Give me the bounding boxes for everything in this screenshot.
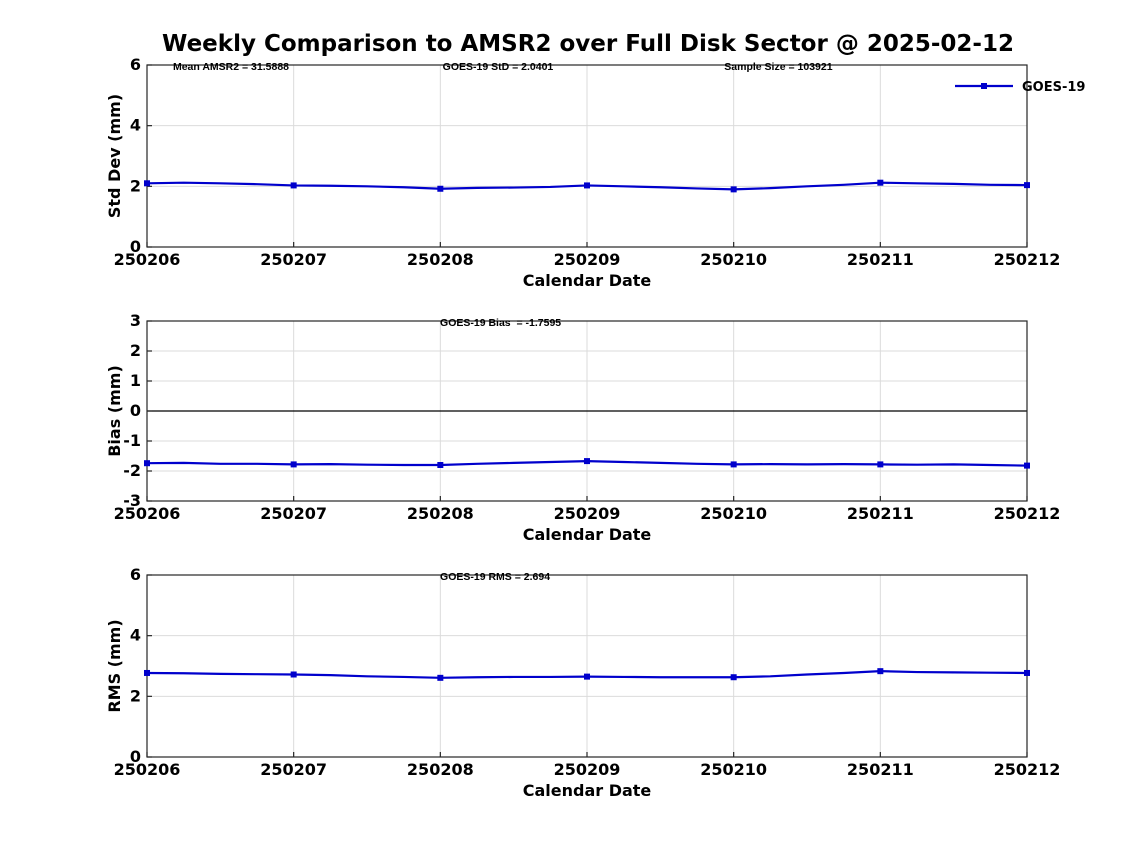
y-tick-label: -3 [123, 491, 141, 510]
y-tick-label: 4 [130, 626, 141, 645]
x-tick-label: 250212 [994, 250, 1061, 269]
y-axis-label: RMS (mm) [105, 619, 124, 712]
data-point-marker [290, 671, 297, 678]
rms-chart: 250206 250207 250208 250209 250210 250211 2502… [105, 565, 1061, 800]
data-point-marker [584, 182, 590, 189]
data-point-marker [584, 458, 590, 465]
stat-annotation: GOES-19 Bias = -1.7595 [440, 317, 561, 329]
x-axis-label: Calendar Date [523, 271, 652, 290]
bias-chart: 250206 250207 250208 250209 250210 250211 2502… [105, 311, 1061, 544]
x-axis-label: Calendar Date [523, 525, 652, 544]
y-tick-label: 0 [130, 237, 141, 256]
y-tick-label: 2 [130, 686, 141, 705]
y-tick-label: 6 [130, 55, 141, 74]
x-tick-label: 250210 [700, 250, 767, 269]
data-point-marker [730, 674, 737, 681]
stat-annotation: GOES-19 RMS = 2.694 [440, 571, 550, 583]
figure-title: Weekly Comparison to AMSR2 over Full Dis… [162, 31, 1014, 57]
x-tick-label: 250210 [700, 504, 767, 523]
y-axis-label: Bias (mm) [105, 365, 124, 457]
x-tick-label: 250209 [554, 504, 621, 523]
data-point-marker [144, 180, 150, 187]
data-point-marker [584, 673, 590, 680]
data-point-marker [144, 460, 150, 467]
stat-annotation: Sample Size = 103921 [724, 61, 832, 73]
data-point-marker [437, 462, 444, 468]
data-point-marker [877, 179, 884, 186]
data-point-marker [437, 185, 444, 192]
x-tick-label: 250212 [994, 760, 1061, 779]
x-tick-label: 250206 [114, 760, 181, 779]
data-point-marker [437, 674, 444, 681]
stat-annotation: Mean AMSR2 = 31.5888 [173, 61, 289, 73]
data-point-marker [1024, 462, 1030, 469]
data-point-marker [144, 669, 150, 676]
y-tick-label: 0 [130, 401, 141, 420]
x-tick-label: 250206 [114, 250, 181, 269]
y-tick-label: 3 [130, 311, 141, 330]
x-tick-label: 250208 [407, 760, 474, 779]
data-point-marker [877, 668, 884, 675]
data-point-marker [290, 461, 297, 468]
data-point-marker [1024, 182, 1030, 189]
y-tick-label: -2 [123, 461, 141, 480]
x-tick-label: 250211 [847, 760, 914, 779]
y-tick-label: 4 [130, 116, 141, 135]
x-tick-label: 250210 [700, 760, 767, 779]
x-tick-label: 250207 [260, 250, 327, 269]
x-axis-label: Calendar Date [523, 781, 652, 800]
x-tick-label: 250208 [407, 250, 474, 269]
x-tick-label: 250207 [260, 504, 327, 523]
x-tick-label: 250209 [554, 250, 621, 269]
x-tick-label: 250206 [114, 504, 181, 523]
y-tick-label: -1 [123, 431, 141, 450]
y-tick-label: 2 [130, 341, 141, 360]
y-tick-label: 6 [130, 565, 141, 584]
legend-label: GOES-19 [1022, 80, 1085, 95]
data-point-marker [730, 186, 737, 193]
data-point-marker [730, 461, 737, 468]
stat-annotation: GOES-19 StD = 2.0401 [443, 61, 554, 73]
x-tick-label: 250207 [260, 760, 327, 779]
data-point-marker [877, 461, 884, 468]
data-point-marker [290, 182, 297, 189]
std-dev-chart: 250206 250207 250208 250209 250210 250211 2502… [105, 55, 1085, 290]
y-axis-label: Std Dev (mm) [105, 94, 124, 218]
x-tick-label: 250208 [407, 504, 474, 523]
y-tick-label: 2 [130, 176, 141, 195]
y-tick-label: 0 [130, 747, 141, 766]
y-tick-label: 1 [130, 371, 141, 390]
x-tick-label: 250211 [847, 504, 914, 523]
x-tick-label: 250211 [847, 250, 914, 269]
data-point-marker [1024, 669, 1030, 676]
legend-marker-sample [981, 83, 987, 89]
x-tick-label: 250209 [554, 760, 621, 779]
x-tick-label: 250212 [994, 504, 1061, 523]
